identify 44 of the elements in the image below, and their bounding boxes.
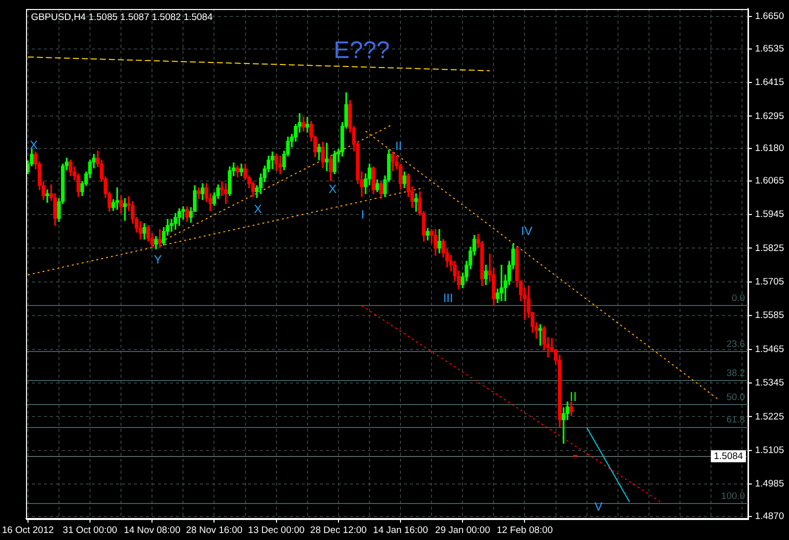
x-tick-label: 14 Nov 08:00 <box>124 524 180 536</box>
y-tick-label: 1.5225 <box>754 411 784 422</box>
y-tick-label: 1.5105 <box>754 444 784 456</box>
y-tick-label: 1.6295 <box>754 110 784 122</box>
annotation: III <box>443 291 454 306</box>
annotation: 61.8 <box>726 414 745 426</box>
y-tick-label: 1.5345 <box>754 378 784 389</box>
y-tick-label: 1.5465 <box>754 344 784 355</box>
y-tick-label: 1.6065 <box>754 175 784 186</box>
annotation: 23.6 <box>726 339 745 350</box>
y-tick-label: 1.5945 <box>754 209 784 220</box>
y-tick-label: 1.6415 <box>754 77 784 88</box>
ref-line-label: 1.5084 <box>714 450 743 462</box>
chart-title: GBPUSD,H4 1.5085 1.5087 1.5082 1.5084 <box>30 12 213 24</box>
x-tick-label: 12 Feb 08:00 <box>496 524 553 536</box>
y-tick-label: 1.6180 <box>754 143 784 154</box>
annotation: E??? <box>334 37 390 64</box>
annotation: 0.0 <box>732 292 745 304</box>
y-tick-label: 1.4870 <box>754 510 784 522</box>
annotation: V <box>594 500 603 514</box>
x-tick-label: 31 Oct 00:00 <box>62 524 118 536</box>
y-tick-label: 1.4985 <box>754 478 784 490</box>
x-tick-label: 29 Jan 00:00 <box>435 524 490 536</box>
annotation: X <box>328 182 337 196</box>
x-tick-label: 14 Jan 16:00 <box>373 524 428 536</box>
annotation: 100.0 <box>721 491 745 502</box>
x-tick-label: 28 Dec 12:00 <box>310 524 367 536</box>
x-tick-label: 13 Dec 00:00 <box>248 524 305 536</box>
annotation: Y <box>154 252 162 266</box>
annotation: X <box>254 202 262 216</box>
annotation: I <box>361 208 364 222</box>
annotation: 38.2 <box>726 368 745 380</box>
annotation: II <box>395 139 402 154</box>
y-tick-label: 1.6650 <box>754 11 784 22</box>
annotation: IV <box>521 224 532 238</box>
y-tick-label: 1.5585 <box>754 310 784 322</box>
y-tick-label: 1.5705 <box>754 276 784 288</box>
annotation: II <box>570 388 577 404</box>
annotation: X <box>30 138 38 152</box>
y-tick-label: 1.5825 <box>754 242 784 254</box>
x-tick-label: 16 Oct 2012 <box>2 524 54 536</box>
x-tick-label: 28 Nov 16:00 <box>186 524 242 536</box>
annotation: 50.0 <box>726 392 745 403</box>
y-tick-label: 1.6535 <box>754 43 784 54</box>
